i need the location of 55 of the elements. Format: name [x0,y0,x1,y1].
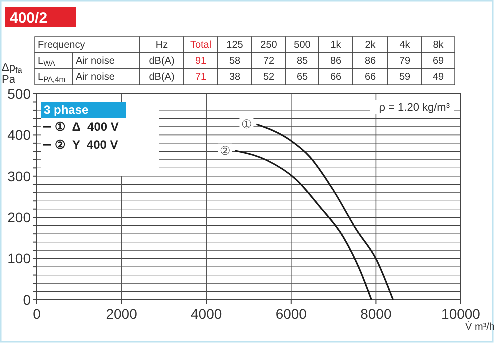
text: 49 [432,72,444,83]
text: dB(A) [149,56,175,67]
text: 79 [399,56,411,67]
x-tick-label: 6000 [276,306,308,322]
text: 500 [294,40,312,51]
text: 66 [330,72,342,83]
text: 65 [296,72,308,83]
text: 250 [260,40,278,51]
text: 1k [330,40,342,51]
y-tick-label: 200 [8,210,32,226]
text: L$_{PA,4m}$ [38,72,66,84]
y-axis-title: Δp$_{fa}$ Pa [2,62,23,86]
legend-label: ② Y 400 V [55,138,118,152]
text: 69 [432,56,444,67]
y-tick-label: 400 [8,127,32,144]
x-tick-label: 0 [33,306,42,322]
y-tick-label: 100 [8,250,32,267]
text: Air noise [76,72,116,83]
text: 8k [433,40,445,51]
x-tick-label: 8000 [360,306,392,322]
text: 86 [364,56,376,67]
legend-title: 3 phase [44,103,90,117]
chart-title: 400/2 [10,10,48,27]
x-axis-title: V̇ m³/h [466,321,495,333]
text: 4k [400,40,412,51]
line-series [256,124,394,301]
text: 66 [364,72,376,83]
y-tick-label: 0 [23,292,32,308]
y-tick-label: 500 [8,86,32,102]
text: 86 [330,56,342,67]
line-series [234,150,372,301]
text: 59 [399,72,411,83]
annotation: ① [242,118,253,132]
text: dB(A) [149,72,175,83]
x-tick-label: 4000 [191,306,222,322]
text: 91 [195,56,207,67]
text: Air noise [76,56,116,67]
text: Hz [156,40,168,51]
text: 58 [229,56,241,67]
text: 52 [263,72,275,83]
text: 2k [365,40,377,51]
x-tick-label: 10000 [442,306,481,322]
annotation: ρ = 1.20 kg/m³ [379,102,450,114]
legend-label: ① Δ 400 V [55,120,119,134]
x-tick-label: 2000 [106,306,138,322]
text: 38 [229,72,241,83]
text: 72 [263,56,275,67]
text: L$_{WA}$ [38,56,56,68]
text: 85 [296,56,308,67]
text: 125 [226,40,244,51]
y-tick-label: 300 [8,168,32,184]
annotation: ② [220,144,232,158]
text: Total [190,40,212,51]
text: Frequency [38,40,86,51]
text: 71 [195,72,207,83]
